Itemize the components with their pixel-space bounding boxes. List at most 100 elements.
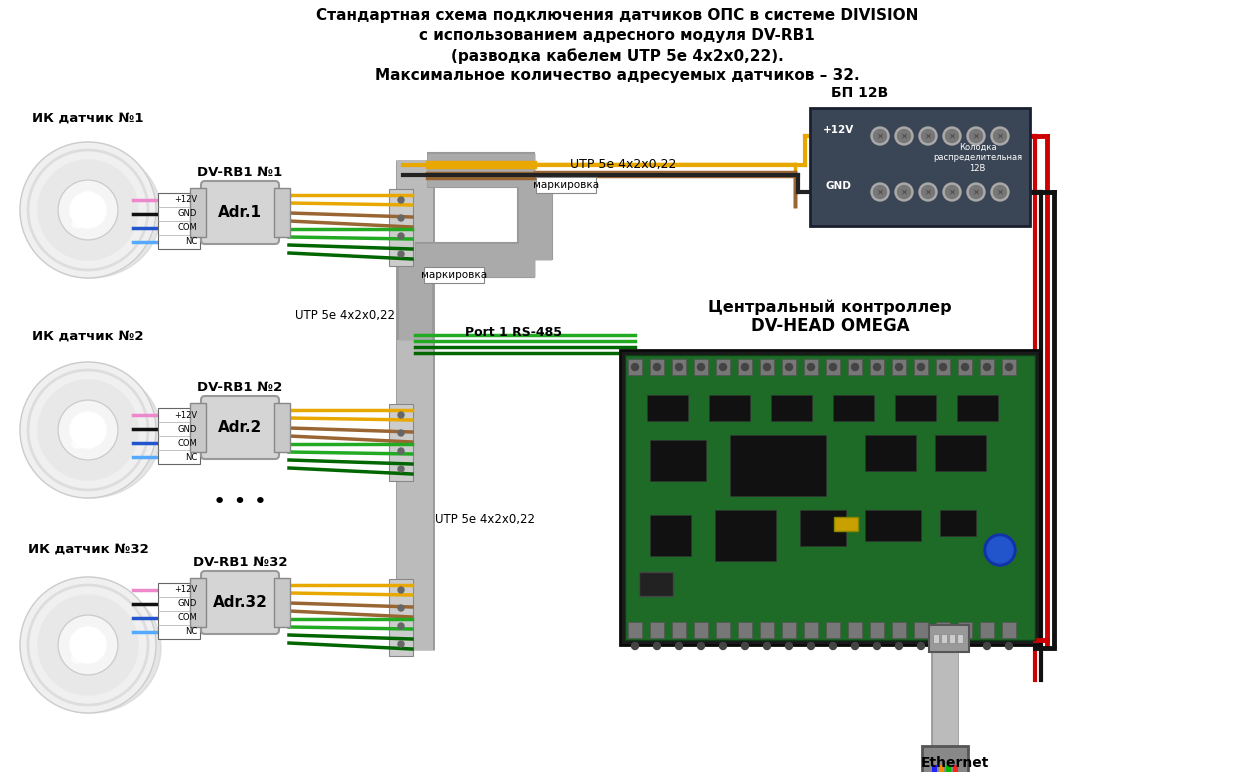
Circle shape <box>967 183 986 201</box>
FancyBboxPatch shape <box>638 572 673 596</box>
Circle shape <box>398 430 404 436</box>
FancyBboxPatch shape <box>957 634 963 643</box>
FancyBboxPatch shape <box>1002 359 1016 375</box>
Circle shape <box>38 595 138 695</box>
FancyBboxPatch shape <box>629 359 642 375</box>
Text: Ethernet: Ethernet <box>921 756 989 770</box>
Text: Adr.32: Adr.32 <box>212 595 268 610</box>
Text: ✕: ✕ <box>972 131 979 141</box>
Text: DV-RB1 №1: DV-RB1 №1 <box>198 166 283 179</box>
Text: ✕: ✕ <box>900 188 908 197</box>
Circle shape <box>984 534 1016 566</box>
FancyBboxPatch shape <box>190 578 206 627</box>
FancyBboxPatch shape <box>804 622 818 638</box>
Circle shape <box>398 587 404 593</box>
FancyBboxPatch shape <box>981 622 994 638</box>
FancyBboxPatch shape <box>715 510 776 560</box>
FancyBboxPatch shape <box>935 435 986 470</box>
Circle shape <box>20 362 156 498</box>
Circle shape <box>871 127 889 145</box>
FancyBboxPatch shape <box>274 403 290 452</box>
Circle shape <box>873 185 887 198</box>
Circle shape <box>871 183 889 201</box>
Text: DV-RB1 №32: DV-RB1 №32 <box>193 556 288 569</box>
FancyBboxPatch shape <box>929 625 969 652</box>
Circle shape <box>808 642 815 649</box>
Circle shape <box>398 251 404 257</box>
Circle shape <box>895 183 913 201</box>
Text: +12V: +12V <box>174 585 198 594</box>
Circle shape <box>967 127 986 145</box>
Circle shape <box>993 185 1007 198</box>
Text: ✕: ✕ <box>948 131 956 141</box>
Text: +12V: +12V <box>823 125 853 135</box>
Circle shape <box>631 364 638 371</box>
Circle shape <box>898 185 910 198</box>
Text: с использованием адресного модуля DV-RB1: с использованием адресного модуля DV-RB1 <box>419 28 815 43</box>
FancyBboxPatch shape <box>826 622 840 638</box>
FancyBboxPatch shape <box>1002 622 1016 638</box>
Text: БП 12В: БП 12В <box>831 86 889 100</box>
FancyBboxPatch shape <box>672 359 685 375</box>
FancyBboxPatch shape <box>804 359 818 375</box>
Circle shape <box>990 127 1009 145</box>
Circle shape <box>918 642 925 649</box>
Circle shape <box>993 130 1007 143</box>
FancyBboxPatch shape <box>914 359 927 375</box>
Circle shape <box>919 127 937 145</box>
Circle shape <box>944 183 961 201</box>
Circle shape <box>919 183 937 201</box>
Text: ✕: ✕ <box>877 188 883 197</box>
Circle shape <box>70 627 106 663</box>
FancyBboxPatch shape <box>646 394 688 421</box>
Circle shape <box>983 364 990 371</box>
FancyBboxPatch shape <box>782 622 797 638</box>
Circle shape <box>398 466 404 472</box>
FancyBboxPatch shape <box>958 622 972 638</box>
Text: Adr.1: Adr.1 <box>219 205 262 220</box>
Circle shape <box>940 364 946 371</box>
Circle shape <box>969 130 983 143</box>
Circle shape <box>946 185 958 198</box>
FancyBboxPatch shape <box>864 510 920 540</box>
Text: ✕: ✕ <box>925 188 931 197</box>
FancyBboxPatch shape <box>389 189 412 266</box>
Circle shape <box>398 197 404 203</box>
Circle shape <box>58 615 119 675</box>
Text: маркировка: маркировка <box>421 270 487 280</box>
Text: Port 1 RS-485: Port 1 RS-485 <box>466 327 562 340</box>
FancyBboxPatch shape <box>760 359 774 375</box>
FancyBboxPatch shape <box>941 634 947 643</box>
Circle shape <box>741 642 748 649</box>
Circle shape <box>653 364 661 371</box>
Circle shape <box>20 577 156 713</box>
Text: NC: NC <box>185 452 198 462</box>
Circle shape <box>698 364 704 371</box>
Circle shape <box>763 642 771 649</box>
FancyBboxPatch shape <box>694 622 708 638</box>
Circle shape <box>962 642 968 649</box>
FancyBboxPatch shape <box>190 403 206 452</box>
FancyBboxPatch shape <box>848 622 862 638</box>
FancyBboxPatch shape <box>869 622 884 638</box>
FancyBboxPatch shape <box>956 394 998 421</box>
FancyBboxPatch shape <box>914 622 927 638</box>
FancyBboxPatch shape <box>923 746 968 772</box>
Circle shape <box>676 642 683 649</box>
Text: COM: COM <box>178 224 198 232</box>
Text: ✕: ✕ <box>997 131 1004 141</box>
FancyBboxPatch shape <box>894 394 935 421</box>
FancyBboxPatch shape <box>869 359 884 375</box>
Ellipse shape <box>21 148 161 278</box>
Circle shape <box>873 130 887 143</box>
Text: GND: GND <box>178 600 198 608</box>
Circle shape <box>741 364 748 371</box>
Circle shape <box>398 641 404 647</box>
FancyBboxPatch shape <box>771 394 811 421</box>
Text: +12V: +12V <box>174 195 198 205</box>
Circle shape <box>895 127 913 145</box>
Text: (разводка кабелем UTP 5e 4x2x0,22).: (разводка кабелем UTP 5e 4x2x0,22). <box>451 48 783 64</box>
Text: ✕: ✕ <box>925 131 931 141</box>
Circle shape <box>830 642 836 649</box>
Circle shape <box>398 412 404 418</box>
